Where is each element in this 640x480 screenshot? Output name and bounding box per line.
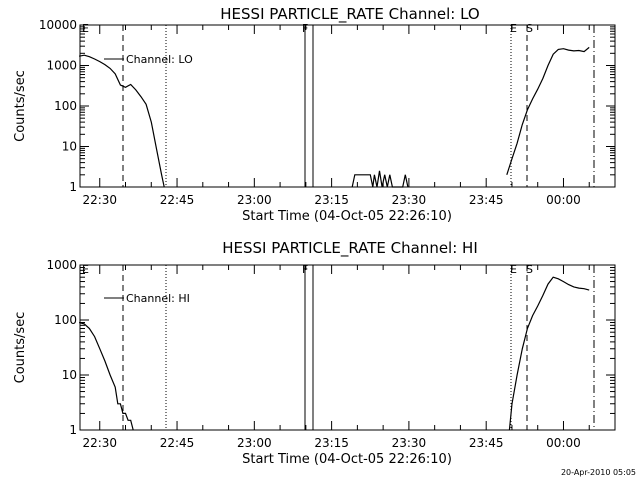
series-line-lo-2: [351, 170, 409, 188]
x-axis-lo: 22:30 22:45 23:00 23:15 23:30 23:45 00:00 Start…: [82, 25, 616, 224]
x-tick-label: 23:30: [392, 436, 427, 450]
series-line-hi-1: [78, 321, 134, 431]
legend-lo: Channel: LO: [104, 53, 193, 66]
event-markers-hi: E F E S: [82, 263, 595, 430]
x-axis-label: Start Time (04-Oct-05 22:26:10): [242, 209, 452, 224]
footer-timestamp: 20-Apr-2010 05:05: [561, 468, 636, 477]
y-tick-label: 1000: [46, 59, 77, 73]
y-axis-lo: 1 10 100 1000 10000 Counts/sec: [13, 18, 615, 194]
y-axis-hi: 1 10 100 1000 Counts/sec: [13, 258, 615, 437]
x-tick-label: 00:00: [546, 436, 581, 450]
marker-label-lo-3: E: [510, 22, 517, 35]
x-tick-label: 23:15: [314, 436, 349, 450]
x-axis-hi: 22:30 22:45 23:00 23:15 23:30 23:45 00:00 Start…: [82, 265, 616, 467]
marker-label-hi-1: E: [82, 263, 89, 276]
y-tick-label: 100: [54, 313, 77, 327]
x-tick-label: 23:00: [237, 193, 272, 207]
plot-frame-hi: [79, 264, 616, 431]
y-tick-label: 10: [62, 368, 77, 382]
series-group-lo: [78, 46, 590, 188]
x-tick-label: 22:45: [160, 436, 195, 450]
marker-label-lo-4: S: [526, 22, 533, 35]
chart-title-lo: HESSI PARTICLE_RATE Channel: LO: [220, 5, 479, 24]
marker-label-hi-4: S: [526, 263, 533, 276]
marker-label-hi-2: F: [302, 263, 308, 276]
series-group-hi: [78, 276, 590, 431]
legend-label-lo: Channel: LO: [126, 53, 193, 66]
chart-title-hi: HESSI PARTICLE_RATE Channel: HI: [222, 239, 478, 258]
x-tick-label: 23:45: [469, 436, 504, 450]
marker-label-lo-1: E: [82, 22, 89, 35]
x-tick-label: 22:30: [82, 436, 117, 450]
y-tick-label: 10: [62, 140, 77, 154]
y-tick-label: 1: [69, 180, 77, 194]
x-tick-label: 23:15: [314, 193, 349, 207]
x-tick-label: 22:30: [82, 193, 117, 207]
marker-label-hi-3: E: [510, 263, 517, 276]
x-tick-label: 23:30: [392, 193, 427, 207]
y-tick-label: 1: [69, 423, 77, 437]
series-line-hi-2: [508, 276, 590, 431]
legend-hi: Channel: HI: [104, 292, 190, 305]
chart-panel-lo: HESSI PARTICLE_RATE Channel: LO 1 10 100 10…: [13, 5, 616, 224]
y-axis-label: Counts/sec: [13, 312, 28, 384]
y-tick-label: 10000: [39, 18, 77, 32]
marker-label-lo-2: F: [302, 22, 308, 35]
series-line-lo-3: [506, 46, 590, 175]
x-tick-label: 23:45: [469, 193, 504, 207]
legend-label-hi: Channel: HI: [126, 292, 190, 305]
x-axis-label: Start Time (04-Oct-05 22:26:10): [242, 452, 452, 467]
x-tick-label: 23:00: [237, 436, 272, 450]
x-tick-label: 22:45: [160, 193, 195, 207]
y-axis-label: Counts/sec: [13, 70, 28, 142]
x-tick-label: 00:00: [546, 193, 581, 207]
series-line-lo-1: [78, 54, 165, 188]
y-tick-label: 1000: [46, 258, 77, 272]
y-tick-label: 100: [54, 99, 77, 113]
chart-panel-hi: HESSI PARTICLE_RATE Channel: HI 1 10 100 10…: [13, 239, 616, 467]
